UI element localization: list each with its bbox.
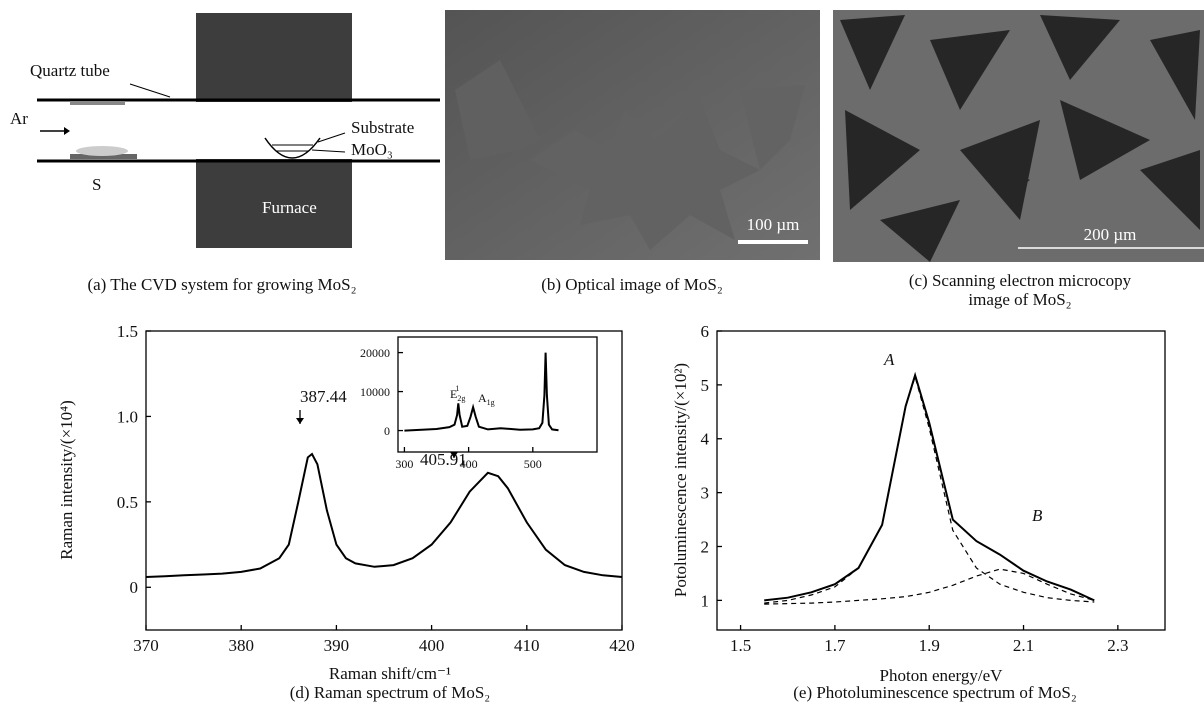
- x-tick-label: 370: [133, 636, 159, 655]
- x-tick-label: 380: [228, 636, 254, 655]
- caption: image of MoS₂: [968, 290, 1071, 309]
- arrow-head: [64, 127, 70, 135]
- annotation-sub: 2g: [457, 394, 465, 403]
- pointer: [129, 83, 171, 98]
- y-tick-label: 1.5: [117, 322, 138, 341]
- label: Substrate: [351, 118, 414, 137]
- sulfur-boat: [70, 154, 137, 159]
- caption: (c) Scanning electron microcopy: [909, 271, 1132, 290]
- y-tick-label: 20000: [360, 346, 390, 360]
- y-tick-label: 10000: [360, 385, 390, 399]
- annotation-sub: 1g: [487, 398, 495, 407]
- series-line: [404, 352, 559, 432]
- x-tick-label: 2.3: [1107, 636, 1128, 655]
- flakes: [840, 15, 1200, 262]
- x-tick-label: 1.5: [730, 636, 751, 655]
- label: Ar: [10, 109, 28, 128]
- x-tick-label: 390: [324, 636, 350, 655]
- x-tick-label: 420: [609, 636, 635, 655]
- y-tick-label: 0: [130, 578, 139, 597]
- panel-a: Quartz tube Ar S Substrate MoO₃ Furnace …: [10, 13, 440, 294]
- series-line: [764, 568, 1095, 605]
- y-axis-label: Raman intensity/(×10⁴): [57, 400, 76, 560]
- caption: (a) The CVD system for growing MoS₂: [87, 275, 356, 294]
- scale-label: 200 µm: [1084, 225, 1137, 244]
- annotation: 387.44: [300, 387, 347, 406]
- y-tick-label: 6: [701, 322, 710, 341]
- y-tick-label: 2: [701, 537, 710, 556]
- caption: (d) Raman spectrum of MoS₂: [290, 683, 490, 702]
- series-line: [145, 452, 623, 578]
- series-line: [764, 371, 1095, 602]
- x-tick-label: 400: [419, 636, 445, 655]
- y-tick-label: 3: [701, 484, 710, 503]
- inset-bg: [398, 337, 597, 452]
- x-axis-label: Raman shift/cm⁻¹: [329, 664, 451, 683]
- series-line: [764, 374, 1095, 604]
- annotation-text: 387.44: [300, 387, 347, 406]
- flake: [455, 60, 540, 160]
- x-tick-label: 1.7: [824, 636, 846, 655]
- y-tick-label: 5: [701, 376, 710, 395]
- pointer: [317, 132, 346, 143]
- annotation: A: [883, 350, 895, 369]
- scale-label: 100 µm: [747, 215, 800, 234]
- y-tick-label: 4: [701, 430, 710, 449]
- label: Quartz tube: [30, 61, 110, 80]
- y-axis-label: Potoluminescence intensity/(×10²): [671, 363, 690, 597]
- sulfur: [76, 146, 128, 156]
- axis-frame: [145, 330, 623, 631]
- y-tick-label: 0.5: [117, 493, 138, 512]
- annotation-arrow-head: [296, 418, 304, 424]
- axis-frame: [397, 336, 598, 453]
- label: Furnace: [262, 198, 317, 217]
- annotation-arrow-head: [450, 452, 458, 458]
- pointer: [311, 149, 346, 153]
- caption: (b) Optical image of MoS₂: [541, 275, 723, 294]
- x-tick-label: 2.1: [1013, 636, 1034, 655]
- y-tick-label: 0: [384, 424, 390, 438]
- annotation-text: E: [450, 387, 457, 401]
- y-tick-label: 1: [701, 591, 710, 610]
- x-axis-label: Photon energy/eV: [880, 666, 1004, 685]
- axis-frame: [716, 330, 1166, 631]
- label: MoO₃: [351, 140, 393, 159]
- annotation: B: [1032, 506, 1043, 525]
- x-tick-label: 410: [514, 636, 540, 655]
- panel-b: 100 µm (b) Optical image of MoS₂: [445, 10, 820, 294]
- annotation: A1g: [478, 391, 495, 407]
- x-tick-label: 1.9: [919, 636, 940, 655]
- annotation-text: A: [883, 350, 895, 369]
- x-tick-label: 500: [524, 457, 542, 471]
- flake: [740, 85, 805, 170]
- label: S: [92, 175, 101, 194]
- annotation-sup: 1: [455, 384, 459, 393]
- annotation-text: A: [478, 391, 487, 405]
- x-tick-label: 400: [460, 457, 478, 471]
- x-tick-label: 300: [395, 457, 413, 471]
- y-tick-label: 1.0: [117, 407, 138, 426]
- panel-c: 200 µm (c) Scanning electron microcopy i…: [833, 10, 1204, 309]
- crucible: [264, 137, 321, 159]
- flake: [530, 100, 760, 250]
- deposit: [70, 101, 125, 105]
- annotation: E2g1: [450, 384, 465, 403]
- annotation-text: B: [1032, 506, 1043, 525]
- caption: (e) Photoluminescence spectrum of MoS₂: [793, 683, 1077, 702]
